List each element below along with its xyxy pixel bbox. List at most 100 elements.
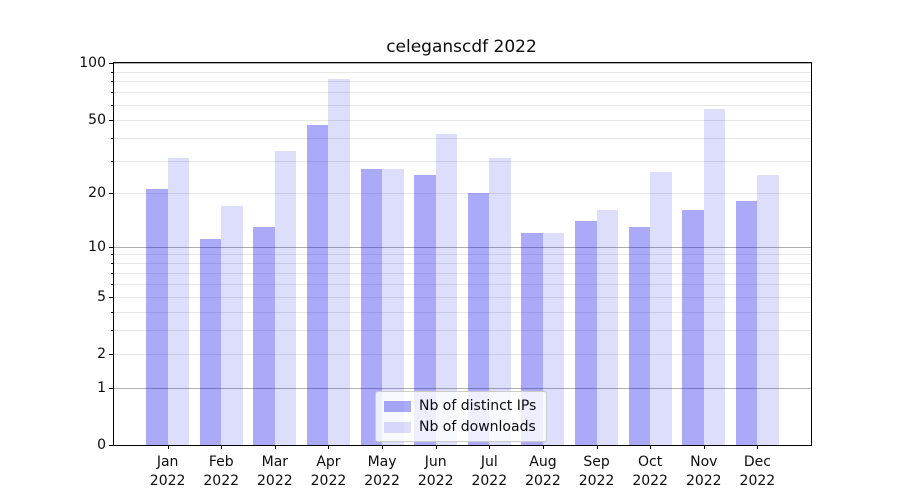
y-tick-mark-minor bbox=[111, 71, 113, 73]
legend-label: Nb of downloads bbox=[419, 419, 536, 435]
x-tick-mark bbox=[221, 445, 223, 449]
x-tick-label: Feb 2022 bbox=[203, 454, 240, 489]
bar-downloads-apr bbox=[328, 79, 350, 445]
x-tick-label: Sep 2022 bbox=[578, 454, 615, 489]
plot-area: 0 1 2 5 10 20 50 100 Jan 2022 Feb 2022 Mar 2022 Apr… bbox=[79, 55, 812, 489]
gridline-minor bbox=[114, 137, 811, 139]
x-tick-mark bbox=[650, 445, 652, 449]
x-tick-mark bbox=[542, 445, 544, 449]
bar-ips-feb bbox=[199, 239, 222, 445]
y-tick-label: 0 bbox=[97, 437, 106, 453]
gridline-minor bbox=[114, 296, 811, 298]
bar-downloads-dec bbox=[757, 175, 779, 445]
y-tick-mark-minor bbox=[111, 137, 113, 139]
gridline-minor bbox=[114, 272, 811, 274]
x-tick-label: Jun 2022 bbox=[417, 454, 454, 489]
bar-downloads-sep bbox=[596, 210, 618, 445]
bar-ips-jul bbox=[467, 193, 490, 445]
gridline-major bbox=[114, 387, 811, 389]
gridline-minor bbox=[114, 160, 811, 162]
chart-title: celeganscdf 2022 bbox=[386, 37, 537, 57]
y-tick-mark-minor bbox=[111, 160, 113, 162]
legend-label: Nb of distinct IPs bbox=[419, 398, 537, 414]
gridline-minor bbox=[114, 71, 811, 73]
legend-swatch bbox=[384, 421, 411, 433]
gridline-minor bbox=[114, 354, 811, 356]
y-tick-mark-minor bbox=[111, 311, 113, 313]
y-tick-mark bbox=[109, 445, 113, 446]
bar-downloads-jan bbox=[167, 158, 190, 445]
bar-downloads-nov bbox=[703, 108, 726, 445]
x-tick-label: Aug 2022 bbox=[525, 454, 561, 489]
y-tick-mark-minor bbox=[111, 81, 113, 83]
bar-downloads-may bbox=[382, 169, 404, 445]
x-tick-label: Jan 2022 bbox=[149, 454, 186, 489]
y-tick-label: 50 bbox=[88, 111, 106, 128]
gridline-major bbox=[114, 63, 811, 64]
y-tick-mark bbox=[109, 193, 113, 194]
bar-downloads-feb bbox=[221, 205, 243, 445]
legend-item: Nb of distinct IPs bbox=[384, 398, 536, 414]
gridline-minor bbox=[114, 81, 811, 83]
legend: Nb of distinct IPs Nb of downloads bbox=[375, 391, 548, 442]
x-tick-mark bbox=[489, 445, 491, 449]
y-tick-label: 100 bbox=[79, 55, 106, 71]
x-tick-mark bbox=[167, 445, 169, 449]
gridline-minor bbox=[114, 311, 811, 313]
bar-downloads-oct bbox=[650, 172, 672, 445]
legend-item: Nb of downloads bbox=[384, 419, 536, 435]
y-tick-mark bbox=[109, 296, 113, 298]
x-tick-label: Dec 2022 bbox=[739, 454, 776, 489]
bar-ips-sep bbox=[575, 220, 597, 445]
gridline-minor bbox=[114, 263, 811, 265]
y-tick-mark-minor bbox=[111, 104, 113, 106]
x-tick-label: Oct 2022 bbox=[632, 454, 668, 489]
y-tick-label: 1 bbox=[97, 379, 106, 396]
x-tick-mark bbox=[274, 445, 276, 449]
gridline-minor bbox=[114, 104, 811, 106]
y-tick-label: 5 bbox=[97, 288, 106, 305]
y-tick-mark bbox=[109, 119, 113, 121]
gridline-minor bbox=[114, 193, 811, 194]
y-tick-mark-minor bbox=[111, 263, 113, 265]
y-tick-mark bbox=[109, 387, 113, 389]
x-tick-mark bbox=[596, 445, 598, 449]
gridline-minor bbox=[114, 283, 811, 285]
bar-downloads-jun bbox=[435, 133, 458, 445]
x-tick-label: Mar 2022 bbox=[257, 454, 293, 489]
bar-ips-jan bbox=[146, 189, 168, 445]
y-tick-mark-minor bbox=[111, 92, 113, 94]
bar-downloads-mar bbox=[274, 150, 297, 445]
y-tick-mark bbox=[109, 354, 113, 356]
x-tick-label: Jul 2022 bbox=[471, 454, 508, 489]
legend-swatch bbox=[384, 400, 411, 412]
gridline-minor bbox=[114, 254, 811, 256]
bar-ips-dec bbox=[735, 201, 758, 445]
x-tick-mark bbox=[703, 445, 705, 449]
gridline-minor bbox=[114, 119, 811, 121]
bar-downloads-aug bbox=[542, 232, 565, 445]
x-tick-label: Apr 2022 bbox=[310, 454, 347, 489]
y-tick-label: 10 bbox=[88, 238, 106, 255]
x-tick-label: Nov 2022 bbox=[685, 454, 722, 489]
bar-downloads-jul bbox=[489, 158, 511, 445]
bar-ips-apr bbox=[307, 124, 329, 445]
bar-ips-oct bbox=[628, 226, 651, 445]
x-tick-mark bbox=[757, 445, 759, 449]
bar-ips-nov bbox=[682, 210, 704, 445]
y-tick-mark bbox=[109, 63, 113, 64]
x-tick-mark bbox=[435, 445, 437, 449]
gridline-minor bbox=[114, 330, 811, 332]
y-tick-mark-minor bbox=[111, 254, 113, 256]
x-tick-mark bbox=[328, 445, 330, 449]
gridline-major bbox=[114, 246, 811, 248]
y-tick-mark-minor bbox=[111, 272, 113, 274]
y-tick-label: 20 bbox=[88, 185, 106, 201]
bar-ips-may bbox=[360, 169, 383, 445]
y-tick-mark-minor bbox=[111, 283, 113, 285]
x-tick-mark bbox=[382, 445, 384, 449]
y-tick-mark bbox=[109, 246, 113, 248]
gridline-minor bbox=[114, 92, 811, 94]
bar-ips-mar bbox=[253, 226, 275, 445]
